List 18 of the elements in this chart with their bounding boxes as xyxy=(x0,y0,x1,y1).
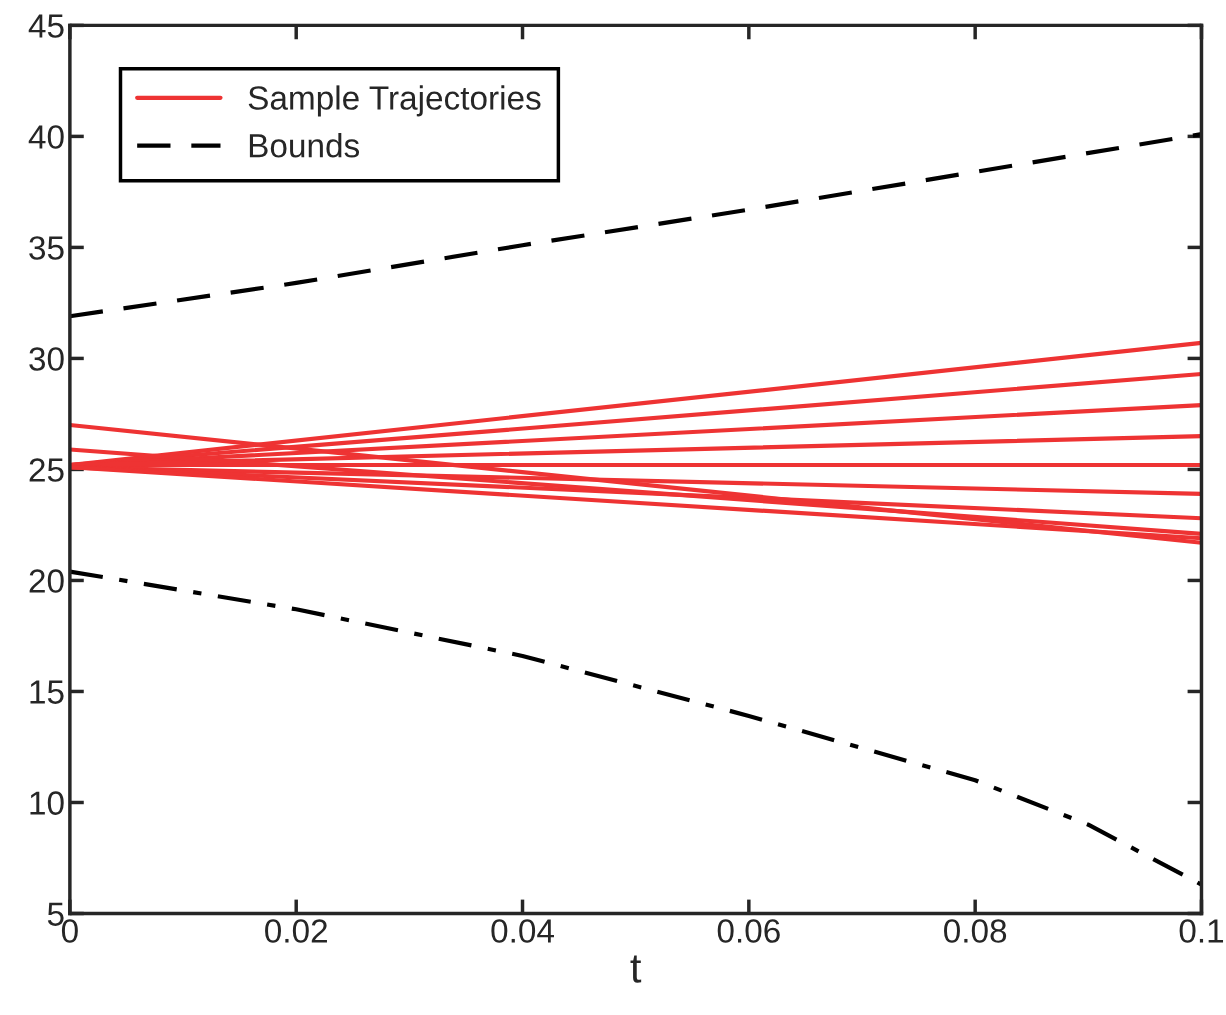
y-tick-label: 35 xyxy=(29,236,64,260)
legend-label: Sample Trajectories xyxy=(248,85,541,117)
x-tick-label: 0.04 xyxy=(491,919,554,943)
y-tick-label: 5 xyxy=(47,902,64,926)
y-tick-label: 15 xyxy=(30,680,64,704)
x-tick-label: 0.06 xyxy=(717,919,780,943)
x-tick-label: 0.02 xyxy=(265,919,327,943)
y-tick-label: 10 xyxy=(30,791,64,815)
y-tick-label: 20 xyxy=(29,569,64,593)
x-axis-title: t xyxy=(630,955,642,983)
legend-label: Bounds xyxy=(249,133,360,158)
y-tick-label: 25 xyxy=(29,458,64,482)
x-tick-label: 0.1 xyxy=(1179,919,1224,943)
x-tick-label: 0.08 xyxy=(944,919,1007,943)
y-tick-label: 45 xyxy=(28,14,64,38)
x-tick-label: 0 xyxy=(61,919,78,943)
y-tick-label: 40 xyxy=(28,125,64,149)
y-tick-label: 30 xyxy=(29,347,64,371)
